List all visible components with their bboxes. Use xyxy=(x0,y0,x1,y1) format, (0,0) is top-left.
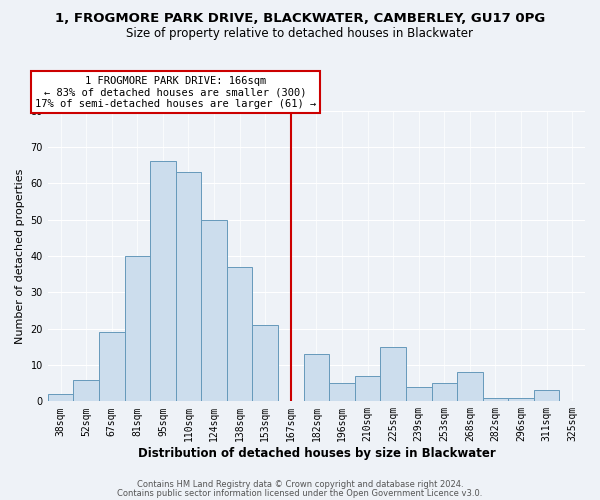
Text: 1, FROGMORE PARK DRIVE, BLACKWATER, CAMBERLEY, GU17 0PG: 1, FROGMORE PARK DRIVE, BLACKWATER, CAMB… xyxy=(55,12,545,26)
Bar xyxy=(304,354,329,402)
Bar xyxy=(406,387,431,402)
Bar xyxy=(508,398,534,402)
Bar xyxy=(73,380,99,402)
Bar xyxy=(201,220,227,402)
Bar xyxy=(227,267,253,402)
Bar xyxy=(176,172,201,402)
Bar xyxy=(482,398,508,402)
Y-axis label: Number of detached properties: Number of detached properties xyxy=(15,168,25,344)
Bar xyxy=(150,162,176,402)
Text: Contains public sector information licensed under the Open Government Licence v3: Contains public sector information licen… xyxy=(118,488,482,498)
X-axis label: Distribution of detached houses by size in Blackwater: Distribution of detached houses by size … xyxy=(137,447,495,460)
Bar xyxy=(457,372,482,402)
Bar xyxy=(380,347,406,402)
Bar xyxy=(99,332,125,402)
Bar xyxy=(48,394,73,402)
Bar xyxy=(125,256,150,402)
Text: 1 FROGMORE PARK DRIVE: 166sqm
← 83% of detached houses are smaller (300)
17% of : 1 FROGMORE PARK DRIVE: 166sqm ← 83% of d… xyxy=(35,76,316,109)
Bar xyxy=(355,376,380,402)
Text: Contains HM Land Registry data © Crown copyright and database right 2024.: Contains HM Land Registry data © Crown c… xyxy=(137,480,463,489)
Bar xyxy=(534,390,559,402)
Bar xyxy=(431,383,457,402)
Bar xyxy=(253,325,278,402)
Bar xyxy=(329,383,355,402)
Text: Size of property relative to detached houses in Blackwater: Size of property relative to detached ho… xyxy=(127,28,473,40)
